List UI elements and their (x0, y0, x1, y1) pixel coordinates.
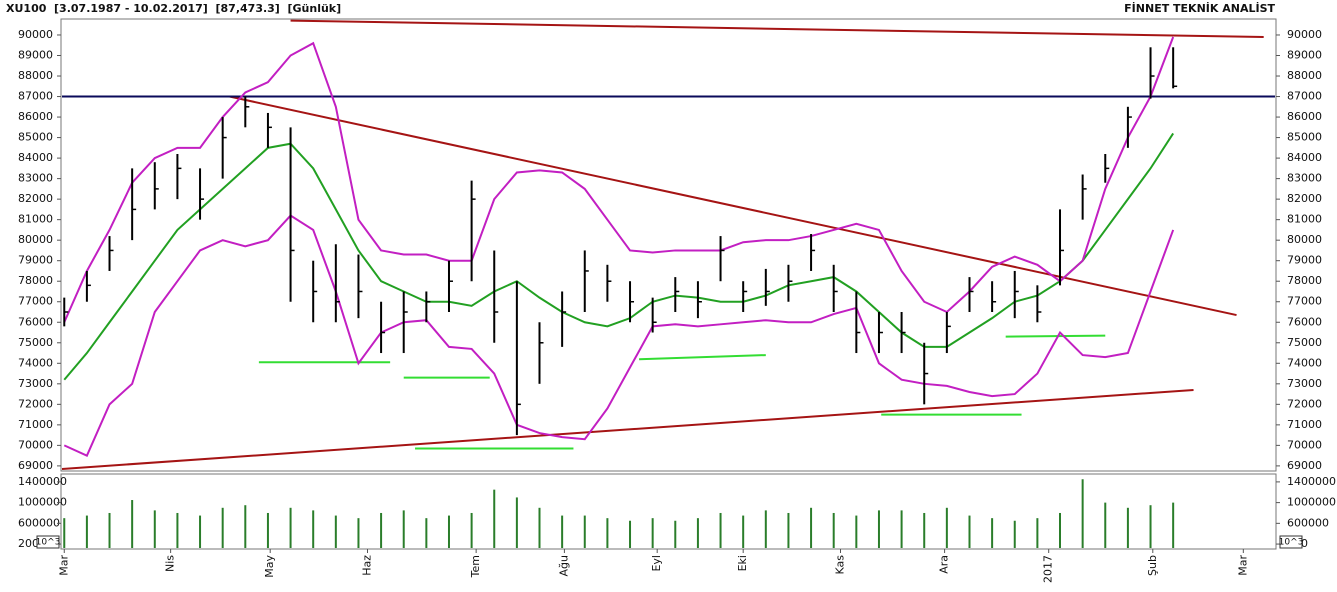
y-tick-label: 81000 (18, 213, 53, 226)
source-label: FİNNET TEKNİK ANALİST (1124, 1, 1275, 15)
trend-line (1005, 334, 1106, 338)
y-tick-label-right: 72000 (1287, 397, 1322, 410)
x-tick-label: Tem (469, 555, 482, 578)
y-tick-label-right: 81000 (1287, 213, 1322, 226)
y-tick-label: 69000 (18, 459, 53, 472)
x-tick-label: Ara (938, 555, 951, 574)
y-tick-label: 82000 (18, 192, 53, 205)
y-tick-label: 88000 (18, 69, 53, 82)
indicator-line (63, 132, 1174, 381)
y-tick-label: 71000 (18, 418, 53, 431)
y-tick-label-right: 76000 (1287, 315, 1322, 328)
y-tick-label-right: 80000 (1287, 233, 1322, 246)
y-tick-label-right: 88000 (1287, 69, 1322, 82)
y-tick-label: 600000 (18, 516, 60, 529)
trend-line (290, 19, 1264, 39)
y-tick-label: 77000 (18, 295, 53, 308)
y-tick-label: 72000 (18, 397, 53, 410)
y-tick-label-right: 90000 (1287, 28, 1322, 41)
x-tick-label: Mar (1236, 555, 1249, 576)
y-tick-label-right: 89000 (1287, 48, 1322, 61)
y-tick-label-right: 73000 (1287, 377, 1322, 390)
x-tick-label: May (263, 555, 276, 578)
chart-title: XU100 [3.07.1987 - 10.02.2017] [87,473.3… (6, 2, 341, 15)
y-tick-label: 84000 (18, 151, 53, 164)
y-tick-label-right: 85000 (1287, 131, 1322, 144)
y-tick-label-right: 600000 (1287, 516, 1329, 529)
y-tick-label-right: 83000 (1287, 172, 1322, 185)
y-tick-label-right: 75000 (1287, 336, 1322, 349)
y-tick-label-right: 87000 (1287, 90, 1322, 103)
price-panel (60, 18, 1277, 472)
x-tick-label: Ağu (557, 555, 570, 576)
y-tick-label-right: 78000 (1287, 274, 1322, 287)
y-tick-label-right: 82000 (1287, 192, 1322, 205)
unit-label: 10^3 (1279, 538, 1304, 548)
y-tick-label: 200 (18, 537, 39, 550)
y-tick-label: 87000 (18, 90, 53, 103)
x-tick-label: Nis (164, 555, 177, 572)
unit-label: 10^3 (36, 538, 61, 548)
x-tick-label: Eki (736, 555, 749, 571)
y-tick-label-right: 69000 (1287, 459, 1322, 472)
y-tick-label: 78000 (18, 274, 53, 287)
y-tick-label-right: 86000 (1287, 110, 1322, 123)
y-tick-label-right: 70000 (1287, 438, 1322, 451)
y-tick-label: 79000 (18, 254, 53, 267)
y-tick-label: 83000 (18, 172, 53, 185)
x-tick-label: 2017 (1042, 555, 1055, 583)
y-tick-label: 89000 (18, 48, 53, 61)
y-tick-label-right: 1000000 (1287, 496, 1336, 509)
x-tick-label: Kas (833, 555, 846, 575)
volume-panel (60, 473, 1277, 550)
y-tick-label: 76000 (18, 315, 53, 328)
y-tick-label-right: 77000 (1287, 295, 1322, 308)
x-tick-label: Eyl (650, 555, 663, 572)
y-tick-label-right: 84000 (1287, 151, 1322, 164)
unit-box (36, 535, 60, 549)
y-tick-label: 1000000 (18, 496, 67, 509)
y-tick-label: 75000 (18, 336, 53, 349)
trend-line (229, 95, 1237, 317)
y-tick-label: 80000 (18, 233, 53, 246)
y-tick-label: 74000 (18, 356, 53, 369)
y-tick-label-right: 71000 (1287, 418, 1322, 431)
y-tick-label-right: 1400000 (1287, 475, 1336, 488)
x-tick-label: Mar (57, 555, 70, 576)
indicator-line (63, 36, 1175, 323)
trend-line (639, 354, 766, 361)
y-tick-label: 86000 (18, 110, 53, 123)
y-tick-label: 90000 (18, 28, 53, 41)
y-tick-label: 1400000 (18, 475, 67, 488)
y-tick-label: 70000 (18, 438, 53, 451)
x-tick-label: Şub (1146, 555, 1159, 576)
y-tick-label-right: 79000 (1287, 254, 1322, 267)
trend-line (61, 388, 1194, 470)
y-tick-label: 85000 (18, 131, 53, 144)
indicator-line (63, 214, 1175, 457)
x-tick-label: Haz (361, 555, 374, 576)
y-tick-label-right: 74000 (1287, 356, 1322, 369)
y-tick-label: 73000 (18, 377, 53, 390)
unit-box (1279, 535, 1303, 549)
